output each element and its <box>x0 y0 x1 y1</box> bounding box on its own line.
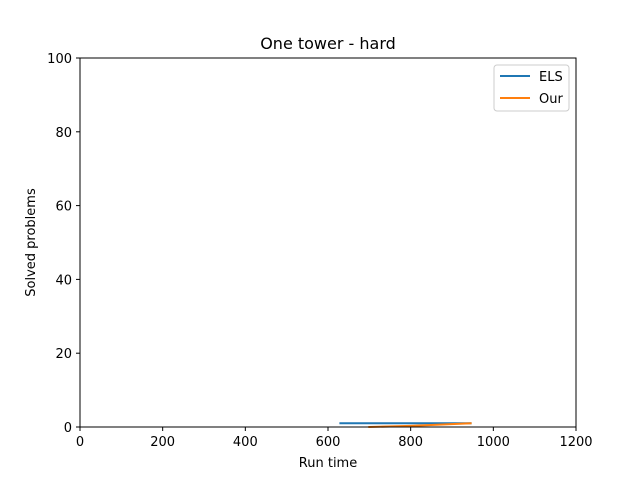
y-tick-label: 20 <box>55 347 72 362</box>
x-tick-label: 0 <box>76 435 84 450</box>
legend-label-our: Our <box>539 92 563 107</box>
y-tick-label: 100 <box>47 52 72 67</box>
y-axis-label: Solved problems <box>24 188 39 297</box>
y-tick-label: 60 <box>55 200 72 215</box>
y-tick-label: 80 <box>55 126 72 141</box>
legend-label-els: ELS <box>539 70 563 85</box>
x-tick-label: 600 <box>316 435 341 450</box>
chart-title: One tower - hard <box>260 34 396 53</box>
y-tick-label: 40 <box>55 273 72 288</box>
x-tick-label: 200 <box>150 435 175 450</box>
x-tick-label: 1000 <box>477 435 510 450</box>
y-tick-label: 0 <box>64 421 72 436</box>
x-axis-label: Run time <box>299 456 357 471</box>
legend: ELS Our <box>493 64 570 112</box>
x-tick-label: 1200 <box>559 435 592 450</box>
x-axis-ticks: 0 200 400 600 800 1000 1200 <box>76 427 593 450</box>
y-axis-ticks: 0 20 40 60 80 100 <box>47 52 80 436</box>
x-tick-label: 800 <box>398 435 423 450</box>
x-tick-label: 400 <box>233 435 258 450</box>
